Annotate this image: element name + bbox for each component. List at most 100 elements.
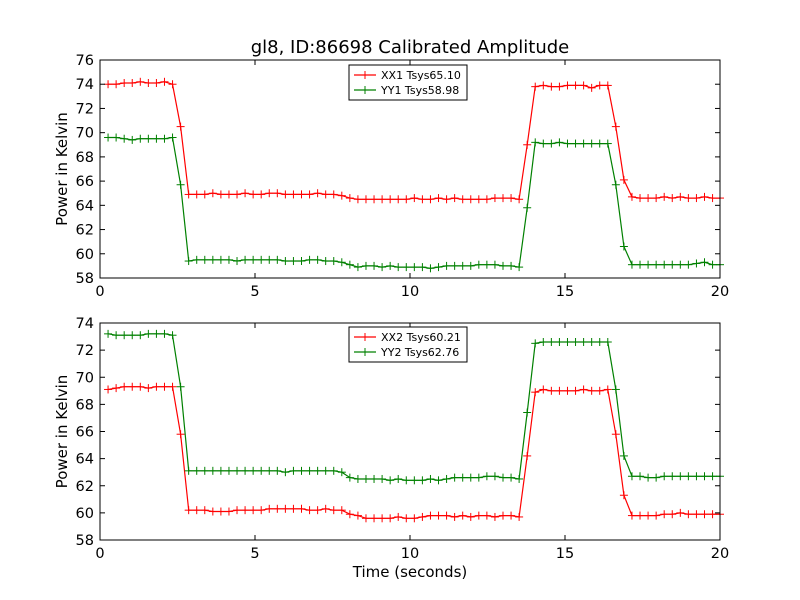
data-point <box>531 82 540 91</box>
data-point <box>555 82 564 91</box>
data-point <box>160 77 169 86</box>
data-point <box>386 261 395 270</box>
legend-label: YY2 Tsys62.76 <box>380 346 459 359</box>
data-point <box>176 382 185 391</box>
data-point <box>619 451 628 460</box>
data-point <box>700 472 709 481</box>
data-point <box>329 257 338 266</box>
data-point <box>208 189 217 198</box>
data-point <box>474 473 483 482</box>
data-point <box>579 139 588 148</box>
y-tick-label: 60 <box>76 247 94 263</box>
data-point <box>579 385 588 394</box>
x-tick-label: 0 <box>95 546 104 562</box>
data-point <box>708 472 717 481</box>
data-point <box>160 329 169 338</box>
data-point <box>539 81 548 90</box>
data-point <box>321 466 330 475</box>
y-axis-label: Power in Kelvin <box>53 112 71 226</box>
data-point <box>547 337 556 346</box>
data-point <box>313 255 322 264</box>
data-point <box>136 77 145 86</box>
data-point <box>321 504 330 513</box>
y-tick-label: 74 <box>76 77 94 93</box>
data-point <box>184 190 193 199</box>
data-point <box>555 386 564 395</box>
data-point <box>345 260 354 269</box>
data-point <box>700 258 709 267</box>
data-point <box>450 194 459 203</box>
data-point <box>345 510 354 519</box>
data-point <box>611 122 620 131</box>
data-point <box>708 510 717 519</box>
y-tick-label: 70 <box>76 126 94 142</box>
y-tick-label: 62 <box>76 223 94 239</box>
data-point <box>539 385 548 394</box>
data-point <box>104 329 113 338</box>
data-point <box>394 263 403 272</box>
legend-label: XX2 Tsys60.21 <box>381 331 461 344</box>
x-axis-label: Time (seconds) <box>352 563 468 581</box>
data-point <box>168 331 177 340</box>
data-point <box>418 195 427 204</box>
data-point <box>265 189 274 198</box>
data-point <box>233 506 242 515</box>
data-point <box>410 263 419 272</box>
data-point <box>660 472 669 481</box>
data-point <box>136 331 145 340</box>
data-point <box>692 472 701 481</box>
data-point <box>603 139 612 148</box>
data-point <box>273 189 282 198</box>
data-point <box>499 194 507 203</box>
data-point <box>257 190 266 199</box>
data-point <box>515 512 524 521</box>
data-point <box>611 430 620 439</box>
data-point <box>539 337 548 346</box>
data-point <box>700 192 709 201</box>
data-point <box>112 133 121 142</box>
x-tick-label: 5 <box>250 284 259 300</box>
data-point <box>668 510 677 519</box>
data-point <box>434 263 443 272</box>
data-point <box>458 511 467 520</box>
y-tick-label: 58 <box>76 271 94 287</box>
y-tick-label: 66 <box>76 425 94 441</box>
data-point <box>273 466 282 475</box>
data-point <box>563 81 572 90</box>
data-point <box>708 194 717 203</box>
data-point <box>700 510 709 519</box>
data-point <box>426 511 435 520</box>
y-tick-label: 74 <box>76 316 94 332</box>
data-point <box>708 260 717 269</box>
data-point <box>676 472 685 481</box>
data-point <box>571 386 580 395</box>
data-point <box>289 504 298 513</box>
data-point <box>378 195 387 204</box>
legend-label: YY1 Tsys58.98 <box>380 84 459 97</box>
data-point <box>644 194 653 203</box>
data-point <box>192 255 201 264</box>
data-point <box>120 331 129 340</box>
data-point <box>426 264 435 273</box>
data-point <box>168 80 177 89</box>
data-point <box>426 195 435 204</box>
data-point <box>152 134 161 143</box>
data-point <box>579 81 588 90</box>
data-point <box>636 472 645 481</box>
data-point <box>353 511 362 520</box>
data-point <box>595 386 604 395</box>
data-point <box>595 139 604 148</box>
data-point <box>627 511 636 520</box>
legend-item: XX2 Tsys60.21 <box>354 331 461 344</box>
chart-top: 0 5 10 15 20 58 60 62 64 66 68 70 72 74 76 Power in Kel… <box>53 53 729 300</box>
x-tick-label: 5 <box>250 546 259 562</box>
y-tick-label: 70 <box>76 370 94 386</box>
x-tick-label: 10 <box>401 546 419 562</box>
chart-title: gl8, ID:86698 Calibrated Amplitude <box>251 37 570 58</box>
data-point <box>241 506 250 515</box>
data-point <box>224 466 233 475</box>
data-point <box>337 191 346 200</box>
y-tick-label: 72 <box>76 101 94 117</box>
data-point <box>241 255 250 264</box>
data-point <box>361 514 370 523</box>
